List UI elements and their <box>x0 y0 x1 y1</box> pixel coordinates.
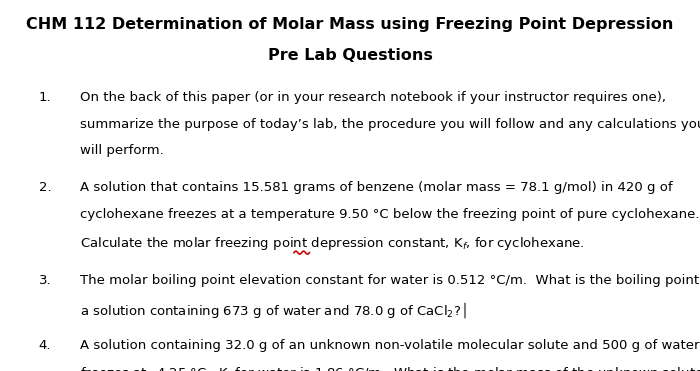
Text: 2.: 2. <box>38 181 51 194</box>
Text: cyclohexane freezes at a temperature 9.50 °C below the freezing point of pure cy: cyclohexane freezes at a temperature 9.5… <box>80 208 700 221</box>
Text: On the back of this paper (or in your research notebook if your instructor requi: On the back of this paper (or in your re… <box>80 91 666 104</box>
Text: Calculate the molar freezing point depression constant, K$_f$, for cyclohexane.: Calculate the molar freezing point depre… <box>80 235 585 252</box>
Text: freezes at –4.25 °C.  K$_f$ for water is 1.86 °C/m.  What is the molar mass of t: freezes at –4.25 °C. K$_f$ for water is … <box>80 366 700 371</box>
Text: A solution containing 32.0 g of an unknown non-volatile molecular solute and 500: A solution containing 32.0 g of an unkno… <box>80 339 700 352</box>
Text: a solution containing 673 g of water and 78.0 g of CaCl$_2$?│: a solution containing 673 g of water and… <box>80 301 467 320</box>
Text: will perform.: will perform. <box>80 144 164 157</box>
Text: A solution that contains 15.581 grams of benzene (molar mass = 78.1 g/mol) in 42: A solution that contains 15.581 grams of… <box>80 181 673 194</box>
Text: The molar boiling point elevation constant for water is 0.512 °C/m.  What is the: The molar boiling point elevation consta… <box>80 274 700 287</box>
Text: 4.: 4. <box>38 339 51 352</box>
Text: summarize the purpose of today’s lab, the procedure you will follow and any calc: summarize the purpose of today’s lab, th… <box>80 118 700 131</box>
Text: Pre Lab Questions: Pre Lab Questions <box>267 48 433 63</box>
Text: CHM 112 Determination of Molar Mass using Freezing Point Depression: CHM 112 Determination of Molar Mass usin… <box>27 17 673 32</box>
Text: 1.: 1. <box>38 91 51 104</box>
Text: 3.: 3. <box>38 274 51 287</box>
